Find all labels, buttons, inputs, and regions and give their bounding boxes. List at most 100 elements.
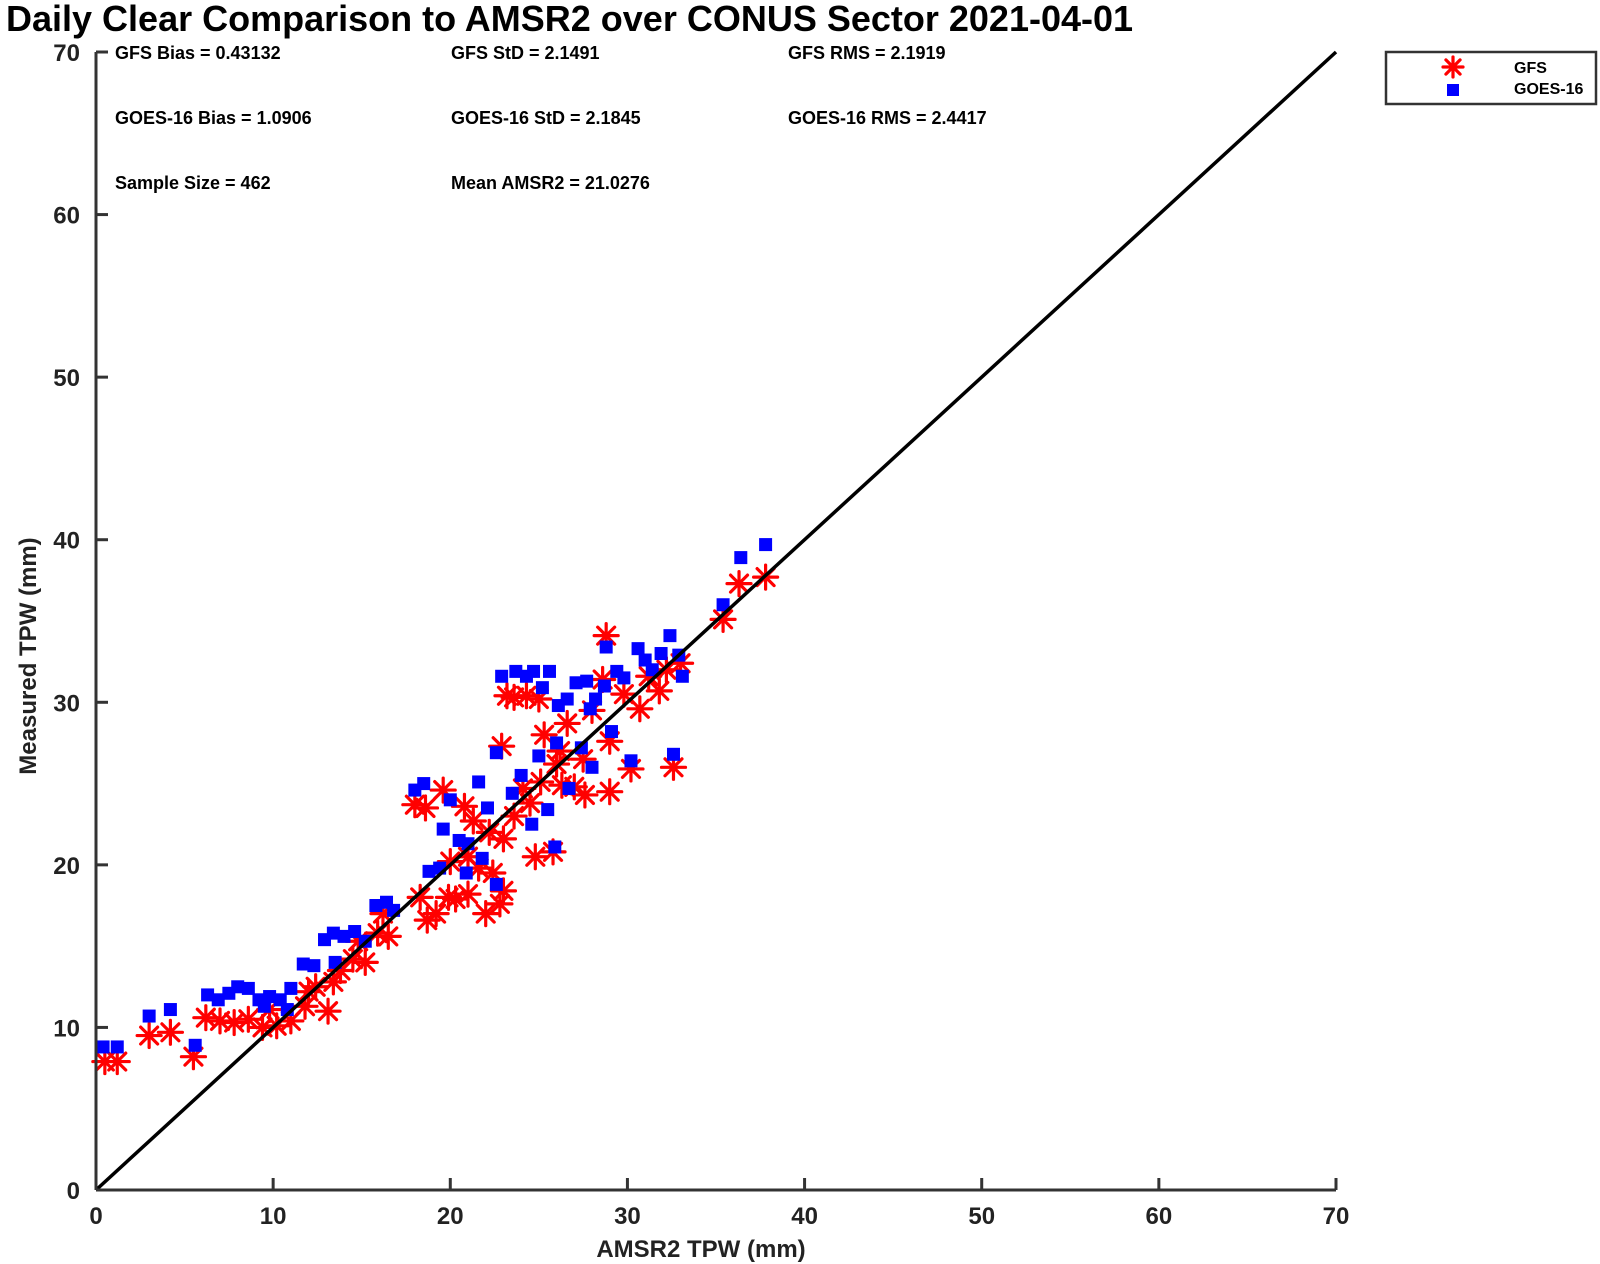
goes16-point bbox=[307, 959, 321, 973]
goes16-point bbox=[326, 926, 340, 940]
stat-text: GOES-16 StD = 2.1845 bbox=[451, 108, 641, 128]
goes16-point bbox=[495, 669, 509, 683]
y-tick-label: 70 bbox=[53, 40, 80, 67]
gfs-point bbox=[374, 922, 402, 950]
goes16-point bbox=[514, 768, 528, 782]
goes16-point bbox=[560, 692, 574, 706]
y-axis-label: Measured TPW (mm) bbox=[15, 537, 42, 774]
data-points bbox=[91, 538, 780, 1076]
plot-area: 0 10 20 30 40 50 60 70 0 10 20 30 40 50 60 70 bbox=[53, 40, 1349, 1230]
goes16-point bbox=[284, 981, 298, 995]
gfs-point bbox=[234, 1005, 262, 1033]
legend-gfs-marker bbox=[1441, 55, 1465, 79]
y-tick-label: 30 bbox=[53, 690, 80, 717]
gfs-point bbox=[450, 792, 479, 820]
x-tick-label: 0 bbox=[89, 1203, 102, 1230]
y-tick-label: 50 bbox=[53, 365, 80, 392]
goes16-point bbox=[459, 866, 473, 880]
goes16-point bbox=[110, 1040, 124, 1054]
gfs-point bbox=[411, 794, 440, 822]
gfs-point bbox=[553, 709, 581, 738]
goes16-point bbox=[589, 692, 603, 706]
goes16-point bbox=[188, 1038, 202, 1052]
x-tick-label: 40 bbox=[791, 1203, 818, 1230]
goes16-point bbox=[675, 669, 689, 683]
gfs-point bbox=[645, 677, 673, 705]
legend-goes16-marker bbox=[1447, 84, 1459, 96]
goes16-point bbox=[505, 786, 519, 800]
goes16-point bbox=[509, 664, 523, 678]
goes16-point bbox=[624, 754, 638, 768]
stat-text: GFS StD = 2.1491 bbox=[451, 43, 600, 63]
legend-box bbox=[1384, 50, 1598, 106]
goes16-point bbox=[585, 760, 599, 774]
x-axis-label: AMSR2 TPW (mm) bbox=[596, 1236, 805, 1263]
legend-label: GFS bbox=[1514, 60, 1547, 77]
gfs-point bbox=[725, 570, 753, 598]
gfs-point bbox=[294, 978, 323, 1006]
goes16-point bbox=[580, 674, 594, 688]
goes16-point bbox=[638, 653, 652, 667]
goes16-point bbox=[489, 746, 503, 760]
goes16-point bbox=[562, 781, 576, 795]
goes16-point bbox=[525, 817, 539, 831]
gfs-point bbox=[406, 883, 434, 911]
legend: GFS GOES-16 bbox=[1384, 50, 1598, 106]
gfs-point bbox=[135, 1021, 163, 1050]
goes16-point bbox=[631, 642, 645, 656]
y-tick-label: 10 bbox=[53, 1015, 80, 1042]
gfs-point bbox=[500, 683, 528, 712]
goes16-point bbox=[645, 663, 659, 677]
goes16-point bbox=[759, 538, 773, 552]
goes16-point bbox=[417, 777, 431, 791]
goes16-point bbox=[654, 647, 668, 661]
x-tick-label: 30 bbox=[614, 1203, 641, 1230]
axes: 0 10 20 30 40 50 60 70 0 10 20 30 40 50 60 70 bbox=[53, 40, 1349, 1230]
stat-text: GFS RMS = 2.1919 bbox=[788, 43, 946, 63]
gfs-point bbox=[103, 1047, 131, 1076]
goes16-point bbox=[599, 640, 613, 654]
gfs-point bbox=[571, 781, 599, 809]
y-tick-label: 20 bbox=[53, 853, 80, 880]
goes16-point bbox=[574, 741, 588, 755]
gfs-point bbox=[596, 778, 624, 806]
y-tick-label: 60 bbox=[53, 203, 80, 230]
gfs-point bbox=[530, 721, 558, 749]
gfs-point bbox=[401, 791, 429, 819]
stats-panel: GFS Bias = 0.43132 GFS StD = 2.1491 GFS RM… bbox=[115, 43, 987, 193]
stat-text: Sample Size = 462 bbox=[115, 173, 271, 193]
goes16-point bbox=[541, 803, 555, 817]
goes16-point bbox=[369, 899, 383, 912]
goes16-point bbox=[231, 980, 245, 994]
goes16-point bbox=[163, 1003, 177, 1017]
goes16-point bbox=[542, 664, 556, 678]
goes16-point bbox=[663, 629, 677, 643]
x-tick-label: 50 bbox=[968, 1203, 995, 1230]
gfs-point bbox=[454, 880, 482, 908]
goes16-point bbox=[550, 736, 564, 750]
goes16-point bbox=[604, 725, 618, 739]
gfs-point bbox=[626, 695, 654, 723]
x-tick-label: 20 bbox=[437, 1203, 464, 1230]
stat-text: GOES-16 RMS = 2.4417 bbox=[788, 108, 987, 128]
goes16-point bbox=[96, 1040, 110, 1054]
legend-label: GOES-16 bbox=[1514, 81, 1583, 98]
goes16-point bbox=[535, 681, 549, 695]
gfs-point bbox=[475, 818, 503, 846]
goes16-point bbox=[597, 679, 611, 693]
goes16-point bbox=[472, 775, 486, 789]
gfs-point bbox=[709, 605, 737, 633]
goes16-point bbox=[142, 1009, 156, 1023]
goes16-point bbox=[734, 551, 748, 565]
goes16-point bbox=[489, 877, 503, 891]
one-to-one-line bbox=[94, 50, 1338, 1192]
gfs-point bbox=[472, 900, 500, 928]
gfs-point bbox=[314, 997, 342, 1025]
goes16-point bbox=[263, 990, 277, 1004]
x-tick-label: 60 bbox=[1146, 1203, 1173, 1230]
goes16-point bbox=[532, 749, 546, 763]
gfs-point bbox=[156, 1018, 184, 1046]
y-tick-label: 40 bbox=[53, 528, 80, 555]
gfs-point bbox=[459, 807, 487, 835]
